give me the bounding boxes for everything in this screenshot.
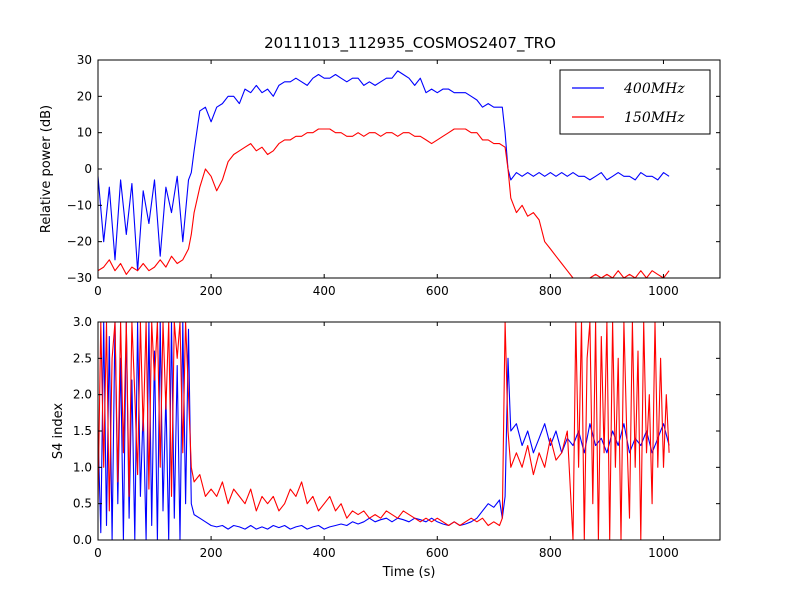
s4-xtick-label: 800 [539,546,562,560]
s4-xtick-label: 1000 [648,546,679,560]
figure-title: 20111013_112935_COSMOS2407_TRO [264,34,556,53]
power-ytick-label: −10 [67,198,92,212]
s4-series-group [98,322,670,540]
s4-ytick-label: 3.0 [73,315,92,329]
power-line-400mhz [98,70,670,272]
s4-xtick-label: 400 [313,546,336,560]
s4-panel: 0 200 400 600 800 1000 0.0 0.5 1.0 1.5 2.0 2.5 3.0 S… [51,315,721,580]
time-xlabel: Time (s) [382,565,436,580]
s4-xtick-label: 0 [94,546,102,560]
power-ytick-label: −30 [67,271,92,285]
s4-ytick-label: 2.0 [73,388,92,402]
power-line-150mhz [98,128,670,278]
s4-axes-frame [97,321,721,541]
power-ytick-label: 20 [77,89,92,103]
power-ticks: 0 200 400 600 800 1000 −30 −20 −10 0 10 20 30 [67,53,720,298]
s4-ytick-label: 2.5 [73,351,92,365]
s4-xtick-label: 200 [200,546,223,560]
s4-ytick-label: 1.5 [73,424,92,438]
s4-ytick-label: 1.0 [73,460,92,474]
power-xtick-label: 200 [200,284,223,298]
power-ytick-label: 10 [77,126,92,140]
power-panel: 0 200 400 600 800 1000 −30 −20 −10 0 10 20 30 Relati… [39,53,721,298]
power-axes-frame [97,59,721,279]
s4-line-150mhz [98,322,670,540]
s4-ytick-label: 0.5 [73,497,92,511]
power-ytick-label: 30 [77,53,92,67]
s4-xtick-label: 600 [426,546,449,560]
power-ytick-label: 0 [84,162,92,176]
s4-ticks: 0 200 400 600 800 1000 0.0 0.5 1.0 1.5 2.0 2.5 3.0 [73,315,720,560]
s4-ylabel: S4 index [51,403,66,460]
power-ytick-label: −20 [67,235,92,249]
legend-label-150mhz: 150MHz [624,110,685,126]
power-xtick-label: 600 [426,284,449,298]
power-legend: 400MHz 150MHz [559,69,711,135]
power-xtick-label: 1000 [648,284,679,298]
legend-label-400mhz: 400MHz [623,81,685,97]
power-xtick-label: 0 [94,284,102,298]
power-ylabel: Relative power (dB) [39,105,54,233]
legend-box [559,69,711,135]
power-xtick-label: 800 [539,284,562,298]
s4-line-400mhz [98,322,670,540]
s4-ytick-label: 0.0 [73,533,92,547]
power-xtick-label: 400 [313,284,336,298]
power-series-group [98,70,670,278]
